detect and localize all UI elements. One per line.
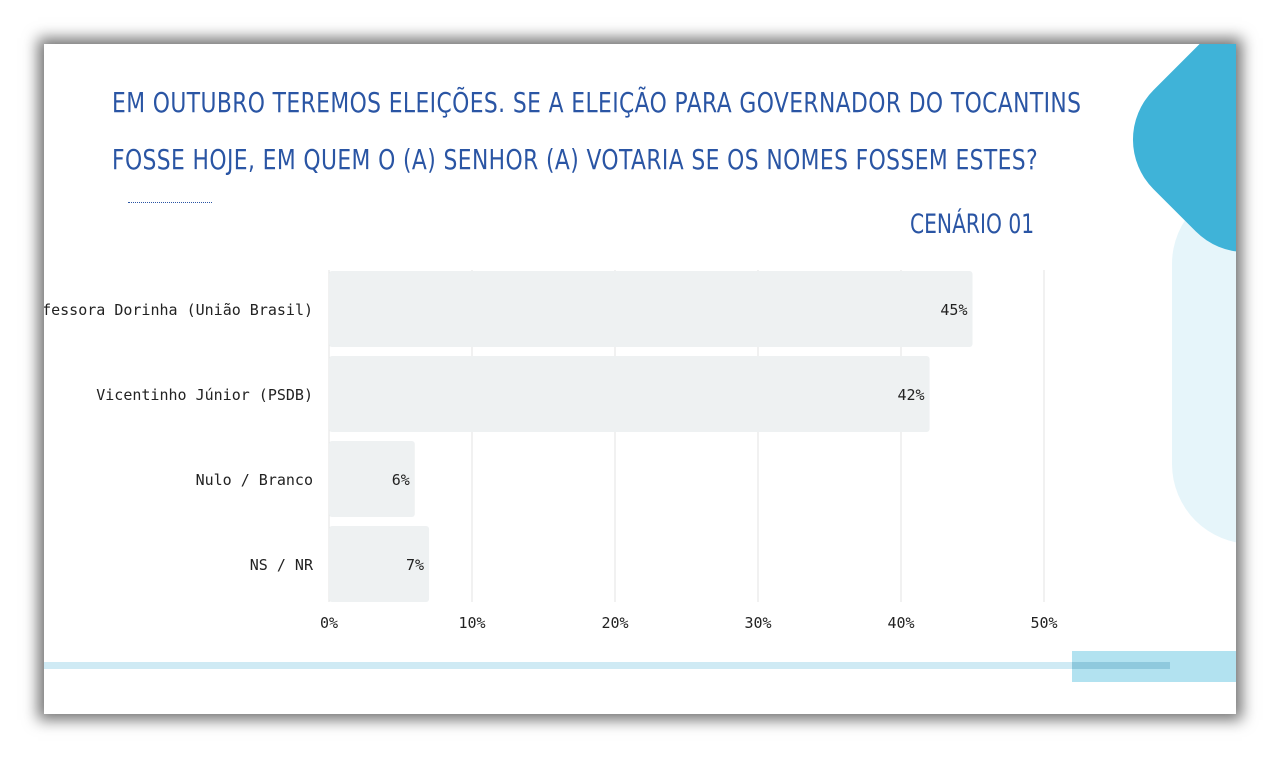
chart-title: EM OUTUBRO TEREMOS ELEIÇÕES. SE A ELEIÇÃ… [112,86,1082,176]
footer-accent [1072,662,1170,669]
x-tick-label: 40% [887,614,914,632]
category-label: NS / NR [250,556,314,574]
bar [329,356,930,432]
footer-line [44,662,1170,669]
bar [329,271,973,347]
x-tick-label: 10% [458,614,485,632]
x-tick-label: 50% [1030,614,1057,632]
chart-labels: 0% 10% 20% 30% 40% 50% Professora Dorinha (Uni… [44,301,1058,632]
bar-chart: 0% 10% 20% 30% 40% 50% Professora Dorinha (Uni… [44,270,1058,632]
slide: EM OUTUBRO TEREMOS ELEIÇÕES. SE A ELEIÇÃ… [44,44,1236,714]
data-label: 6% [392,471,410,489]
data-label: 7% [406,556,424,574]
data-label: 45% [940,301,967,319]
title-underline [128,202,212,203]
category-label: Vicentinho Júnior (PSDB) [96,386,313,404]
x-tick-label: 30% [744,614,771,632]
chart-bars [329,271,973,602]
category-label: Professora Dorinha (União Brasil) [44,301,313,319]
scenario-label: CENÁRIO 01 [910,209,1035,240]
category-label: Nulo / Branco [196,471,313,489]
bar [329,441,415,517]
data-label: 42% [898,386,925,404]
bar [329,526,430,602]
x-tick-label: 20% [601,614,628,632]
x-tick-label: 0% [320,614,338,632]
